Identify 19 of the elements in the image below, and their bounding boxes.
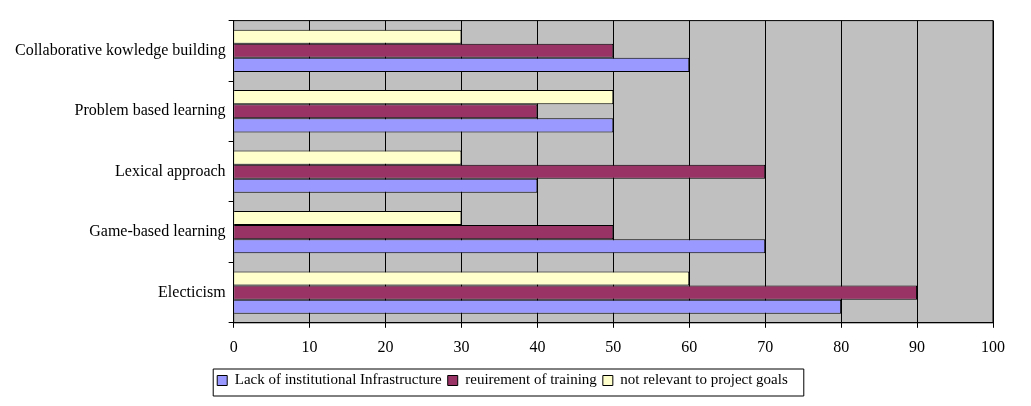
x-tick-label: 50: [605, 337, 622, 355]
y-tick-label: Game-based learning: [89, 222, 226, 241]
legend-label: Lack of institutional Infrastructure: [234, 371, 443, 388]
x-tick-label: 100: [981, 337, 1005, 355]
x-tick-label: 70: [757, 337, 774, 355]
legend-label: reuirement of training: [465, 371, 598, 388]
y-tick-label: Problem based learning: [74, 101, 226, 120]
x-tick-label: 20: [377, 337, 394, 355]
x-tick-label: 60: [681, 337, 698, 355]
y-tick-label: Lexical approach: [115, 161, 226, 180]
x-tick-label: 10: [301, 337, 318, 355]
x-tick-label: 40: [529, 337, 546, 355]
x-tick-label: 80: [833, 337, 850, 355]
legend-label: not relevant to project goals: [620, 371, 788, 388]
x-tick-label: 90: [909, 337, 926, 355]
y-tick-label: Electicism: [158, 282, 227, 300]
x-tick-label: 30: [453, 337, 470, 355]
x-tick-label: 0: [229, 337, 238, 355]
y-tick-label: Collaborative kowledge building: [15, 41, 226, 60]
